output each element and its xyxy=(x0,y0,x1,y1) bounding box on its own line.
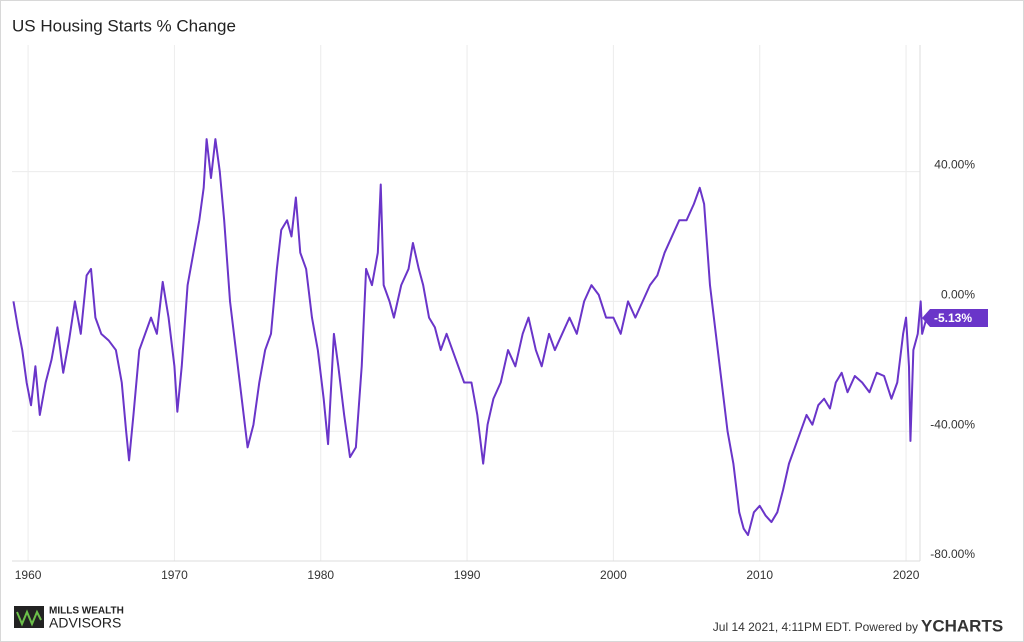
y-tick-label: 40.00% xyxy=(934,158,975,172)
footer: Jul 14 2021, 4:11PM EDT. Powered by xyxy=(713,620,918,634)
y-tick-label: 0.00% xyxy=(941,288,975,302)
line xyxy=(12,138,928,537)
x-tick-label: 1970 xyxy=(161,568,188,582)
logo-top: MILLS WEALTH xyxy=(49,606,124,617)
x-tick-label: 2000 xyxy=(600,568,627,582)
y-tick-label: -80.00% xyxy=(930,547,975,561)
logo-bottom: ADVISORS xyxy=(49,615,121,631)
x-tick-label: 2020 xyxy=(893,568,920,582)
last-value-tag xyxy=(922,309,988,328)
x-tick-label: 2010 xyxy=(746,568,773,582)
last-value-label: -5.13% xyxy=(934,311,972,325)
x-tick-label: 1980 xyxy=(307,568,334,582)
chart-title: US Housing Starts % Change xyxy=(12,16,236,35)
logo-mark xyxy=(16,609,42,627)
x-tick-label: 1960 xyxy=(15,568,42,582)
logo: MILLS WEALTH ADVISORS xyxy=(14,606,124,631)
x-tick-label: 1990 xyxy=(454,568,481,582)
y-tick-label: -40.00% xyxy=(930,417,975,431)
brand: YCHARTS xyxy=(921,616,1003,635)
